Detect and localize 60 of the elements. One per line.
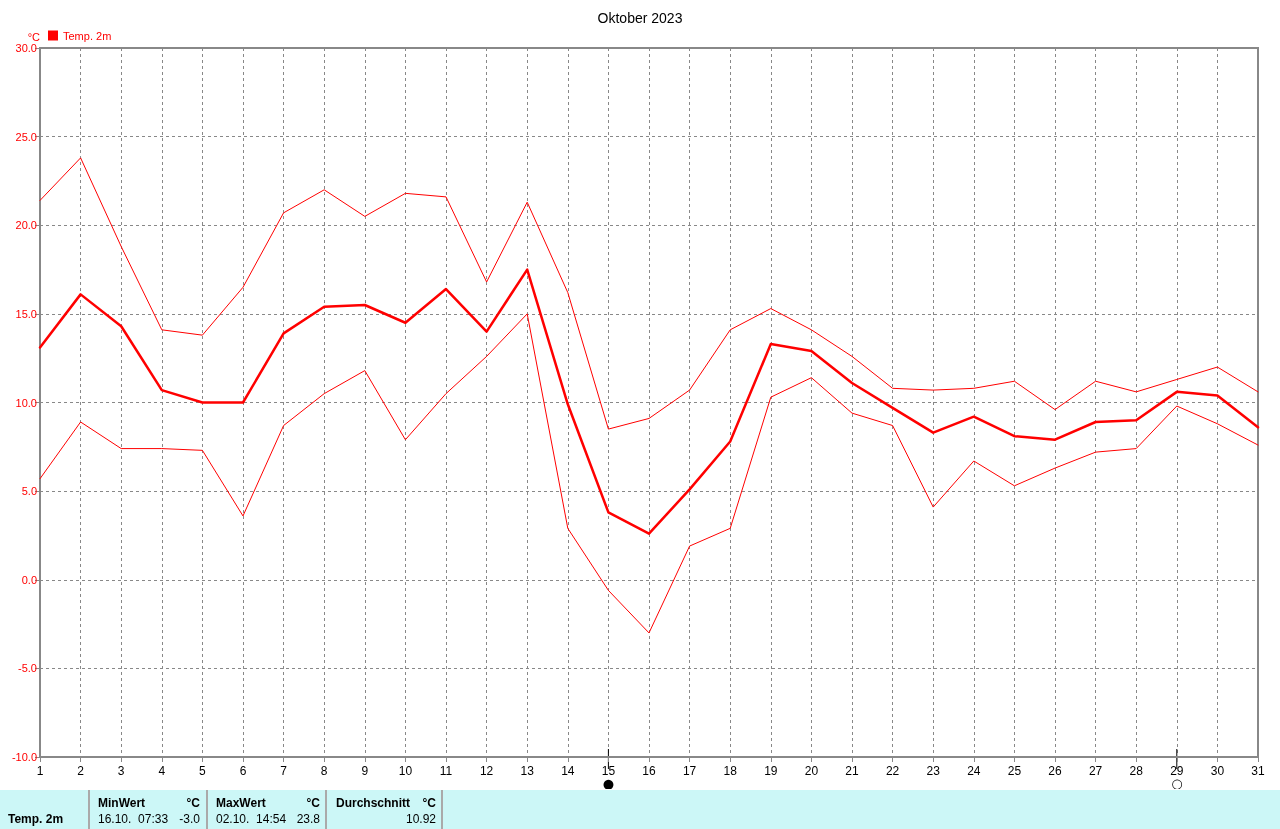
y-tick-label: 30.0: [15, 42, 37, 54]
y-tick-label: -5.0: [18, 662, 37, 675]
y-tick-label: 15.0: [15, 307, 37, 320]
x-tick-label: 3: [117, 764, 125, 778]
y-tick-label: 20.0: [15, 219, 37, 232]
line-series: [39, 157, 1259, 430]
x-tick-label: 26: [1048, 764, 1062, 778]
x-tick-label: 19: [764, 764, 778, 778]
x-tick-label: 10: [398, 764, 413, 778]
x-tick-label: 17: [682, 764, 697, 778]
x-tick-label: 5: [199, 764, 207, 778]
text: 16.10. 07:33: [98, 812, 169, 826]
line-series: [38, 268, 1260, 535]
y-tick-label: 0.0: [21, 573, 37, 586]
text: -3.0: [179, 812, 200, 826]
ref-line-label: ○: [1171, 775, 1183, 791]
y-tick-label: 5.0: [21, 485, 37, 498]
y-tick-label: 25.0: [15, 130, 37, 143]
x-tick-label: 14: [561, 764, 575, 778]
x-tick-label: 27: [1088, 764, 1103, 778]
text: MinWert: [98, 796, 146, 810]
x-tick-label: 30: [1210, 764, 1225, 778]
x-tick-label: 21: [845, 764, 859, 778]
y-tick-label: -10.0: [11, 751, 37, 763]
text: MaxWert: [216, 796, 266, 810]
x-tick-label: 23: [926, 764, 941, 778]
x-tick-label: 31: [1251, 764, 1265, 778]
y-axis-title: °C: [27, 30, 41, 43]
x-tick-label: 7: [280, 764, 288, 778]
x-tick-label: 4: [158, 764, 166, 778]
text: 02.10. 14:54: [216, 812, 287, 826]
x-tick-label: 20: [804, 764, 819, 778]
x-tick-label: 11: [439, 764, 453, 778]
text: °C: [306, 796, 320, 810]
x-tick-label: 6: [239, 764, 247, 778]
x-tick-label: 2: [77, 764, 85, 778]
text: 10.92: [405, 812, 436, 826]
legend-label: Temp. 2m: [63, 29, 112, 42]
x-tick-label: 1: [36, 764, 44, 778]
x-tick-label: 22: [885, 764, 900, 778]
x-tick-label: 28: [1129, 764, 1144, 778]
text: 23.8: [296, 812, 320, 826]
x-tick-label: 18: [723, 764, 738, 778]
x-tick-label: 9: [361, 764, 369, 778]
ref-line-label: ●: [602, 775, 615, 791]
x-tick-label: 25: [1007, 764, 1022, 778]
x-tick-label: 13: [520, 764, 535, 778]
x-tick-label: 15: [601, 764, 616, 778]
line-series: [39, 313, 1259, 634]
x-tick-label: 16: [642, 764, 656, 778]
text: °C: [422, 796, 436, 810]
x-tick-label: 12: [479, 764, 494, 778]
y-tick-label: 10.0: [15, 396, 37, 409]
x-tick-label: 24: [967, 764, 981, 778]
text: Temp. 2m: [8, 812, 64, 826]
x-tick-label: 8: [320, 764, 328, 778]
x-tick-label: 29: [1170, 764, 1184, 778]
text: Durchschnitt: [336, 796, 411, 810]
chart-title: Oktober 2023: [597, 10, 683, 26]
text: °C: [186, 796, 200, 810]
